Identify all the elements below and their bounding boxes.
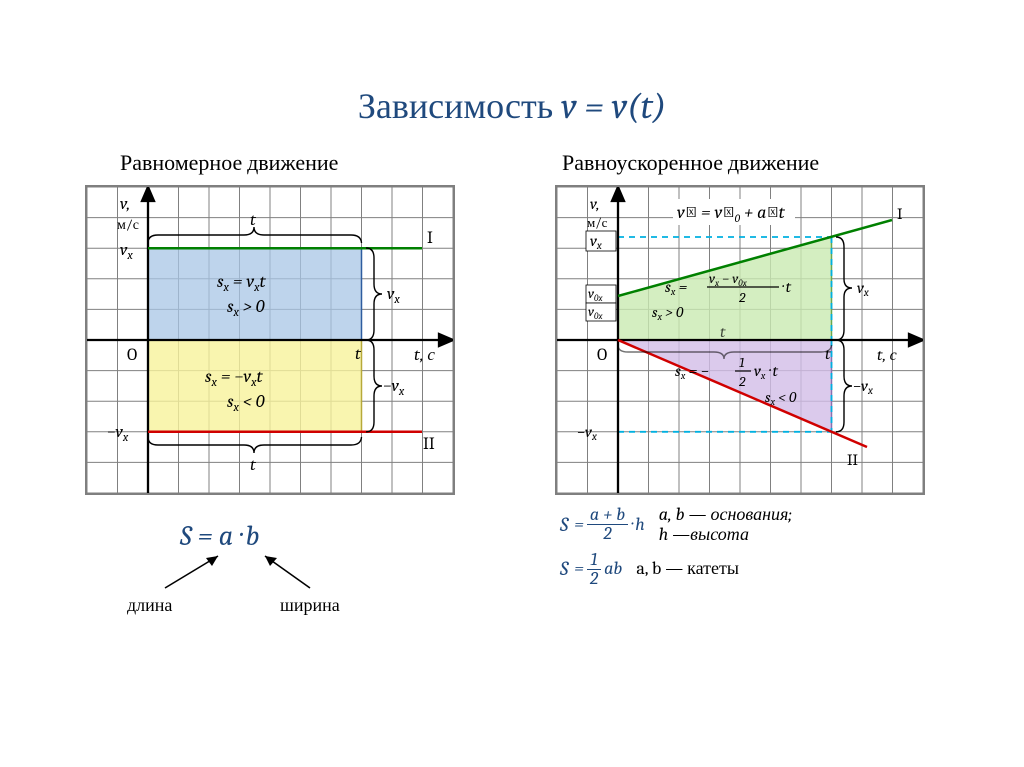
- svg-text:vx · t: vx · t: [754, 362, 778, 382]
- left-panel-svg: v, м/с vx −vx O t, с t t t vx −vx I II s…: [87, 187, 453, 493]
- below-left-label-b: ширина: [280, 595, 340, 616]
- svg-text:2: 2: [738, 373, 746, 390]
- svg-text:sx =: sx =: [665, 278, 688, 298]
- below-left-label-a: длина: [127, 595, 172, 616]
- brace-r-vx: [836, 237, 852, 340]
- svg-text:II: II: [847, 451, 858, 469]
- svg-text:vx: vx: [120, 241, 133, 262]
- right-panel-svg: v⃗ = v⃗0 + a⃗t v, м/с vx v0x v0x −vx O t…: [557, 187, 923, 493]
- row2-tail: ab: [604, 559, 622, 579]
- svg-text:t: t: [720, 323, 726, 341]
- page-title: Зависимость v = v(t): [0, 85, 1024, 127]
- svg-text:t: t: [825, 345, 831, 363]
- brace-right-vx: [366, 248, 382, 340]
- brace-right-neg-vx: [366, 340, 382, 432]
- row1-desc: a, b — основания; h —высота: [659, 505, 792, 545]
- below-right-formulas: S = a + b 2 · h a, b — основания; h —выс…: [560, 505, 792, 594]
- svg-text:I: I: [427, 229, 433, 248]
- row2-S: S: [560, 558, 568, 580]
- svg-text:−vx: −vx: [383, 377, 405, 398]
- row1-S: S: [560, 514, 568, 536]
- title-eq-l: v: [561, 86, 577, 127]
- svg-text:sx = −: sx = −: [675, 362, 709, 382]
- svg-text:t, с: t, с: [877, 346, 897, 364]
- left-upper-rect: [148, 248, 362, 340]
- svg-text:2: 2: [738, 289, 746, 306]
- svg-text:t: t: [250, 456, 257, 475]
- svg-text:vx: vx: [387, 285, 400, 306]
- brace-r-neg-vx: [836, 340, 852, 432]
- row2-desc: a, b — катеты: [636, 559, 739, 579]
- row2-frac-den: 2: [587, 570, 601, 588]
- row1-frac-den: 2: [600, 525, 614, 543]
- row1-tail: · h: [631, 515, 645, 535]
- row2-eq: =: [574, 559, 584, 579]
- left-panel-title: Равномерное движение: [120, 150, 338, 176]
- svg-text:II: II: [423, 435, 435, 454]
- svg-text:1: 1: [739, 354, 745, 371]
- row2-frac-num: 1: [587, 551, 600, 570]
- svg-text:−vx: −vx: [577, 423, 597, 443]
- below-right-row1: S = a + b 2 · h a, b — основания; h —выс…: [560, 505, 792, 545]
- svg-text:t, с: t, с: [414, 346, 435, 365]
- svg-text:−vx: −vx: [853, 377, 873, 397]
- svg-text:I: I: [897, 205, 903, 223]
- row2-frac: 1 2: [587, 551, 601, 588]
- title-eq-m: =: [577, 86, 612, 127]
- brace-bottom-t: [148, 437, 362, 453]
- right-panel: v⃗ = v⃗0 + a⃗t v, м/с vx v0x v0x −vx O t…: [555, 185, 925, 495]
- svg-text:sx > 0: sx > 0: [652, 303, 684, 323]
- svg-text:м/с: м/с: [117, 216, 139, 233]
- svg-text:v⃗ = v⃗0 + a⃗t: v⃗ = v⃗0 + a⃗t: [677, 202, 786, 225]
- svg-text:sx > 0: sx > 0: [227, 296, 265, 319]
- svg-text:O: O: [597, 346, 607, 365]
- svg-text:· t: · t: [782, 278, 792, 296]
- title-prefix: Зависимость: [358, 86, 561, 127]
- svg-text:vx: vx: [857, 279, 869, 299]
- svg-text:v,: v,: [120, 195, 130, 214]
- svg-text:sx < 0: sx < 0: [765, 388, 797, 408]
- svg-text:v,: v,: [590, 195, 600, 213]
- right-panel-title: Равноускоренное движение: [562, 150, 819, 176]
- row1-eq: =: [574, 515, 584, 535]
- title-eq-r: v(t): [612, 86, 667, 127]
- svg-text:t: t: [250, 211, 257, 230]
- svg-text:−vx: −vx: [107, 423, 129, 444]
- svg-text:sx < 0: sx < 0: [227, 391, 265, 414]
- svg-text:O: O: [127, 346, 137, 365]
- left-panel: v, м/с vx −vx O t, с t t t vx −vx I II s…: [85, 185, 455, 495]
- row1-frac: a + b 2: [587, 506, 628, 543]
- svg-text:м/с: м/с: [587, 216, 608, 231]
- below-right-row2: S = 1 2 ab a, b — катеты: [560, 551, 792, 588]
